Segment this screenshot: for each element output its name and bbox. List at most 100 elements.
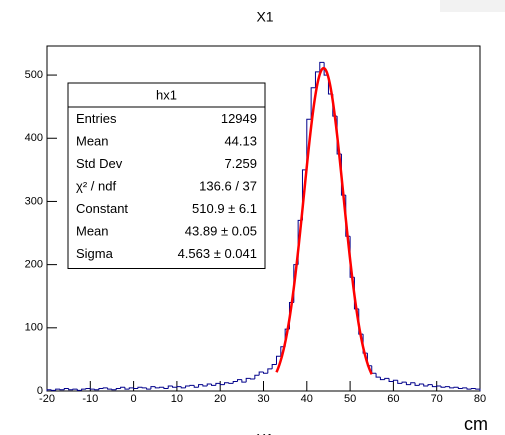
histogram-bin [198, 384, 203, 388]
histogram-bin [224, 382, 229, 385]
y-tick-label: 300 [25, 195, 43, 207]
histogram-bin [310, 87, 316, 120]
histogram-bin [319, 61, 325, 72]
x-tick-label: 40 [301, 393, 313, 405]
histogram-bin [154, 386, 160, 389]
histogram-bin [176, 386, 182, 388]
stats-name: Mean [76, 223, 109, 238]
histogram-bin [258, 371, 264, 376]
histogram-bin [133, 387, 138, 389]
histogram-bin [431, 384, 437, 388]
stats-value: 7.259 [224, 156, 257, 171]
histogram-bin [271, 363, 277, 369]
histogram-bin [202, 384, 208, 387]
histogram-bin [55, 388, 60, 391]
histogram-bin [206, 383, 212, 386]
histogram-bin [72, 388, 78, 390]
histogram-bin [81, 388, 86, 391]
x-axis-title: X1 [256, 431, 273, 435]
histogram-bin [440, 385, 446, 388]
histogram-bin [107, 387, 112, 390]
histogram-bin [423, 384, 429, 387]
histogram-bin [68, 388, 73, 391]
stats-value: 12949 [221, 111, 257, 126]
histogram-bin [85, 387, 91, 390]
histogram-bin [457, 387, 463, 389]
histogram-bin [250, 378, 255, 380]
histogram-bin [237, 379, 242, 382]
x-tick-label: 0 [131, 393, 137, 405]
histogram-bin [466, 387, 472, 390]
histogram-bin [141, 387, 147, 389]
toolbar-strip [440, 0, 505, 12]
histogram-bin [219, 383, 225, 386]
x-tick-label: -20 [39, 393, 55, 405]
histogram-bin [410, 382, 416, 385]
histogram-bin [375, 373, 381, 378]
histogram-bin [379, 377, 385, 381]
histogram-bin [46, 389, 52, 391]
histogram-bin [128, 387, 134, 390]
chart-title: X1 [256, 9, 273, 25]
histogram-bin [436, 385, 442, 387]
stats-name: Sigma [76, 246, 114, 261]
histogram-bin [50, 389, 56, 391]
histogram-bin [267, 368, 273, 374]
histogram-bin [371, 365, 377, 374]
histogram-bin [401, 381, 407, 384]
x-tick-label: 60 [387, 393, 399, 405]
histogram-bin [414, 382, 420, 386]
histogram-bin [245, 377, 251, 383]
stats-value: 510.9 ± 6.1 [192, 201, 257, 216]
histogram-bin [215, 382, 221, 386]
histogram-bin [102, 387, 108, 389]
histogram-bin [63, 387, 69, 390]
x-tick-label: 20 [214, 393, 226, 405]
histogram-bin [120, 386, 125, 389]
x-tick-label: -10 [82, 393, 98, 405]
histogram-bin [254, 374, 260, 379]
histogram-bin [228, 382, 234, 384]
y-tick-label: 200 [25, 259, 43, 271]
histogram-bin [462, 387, 468, 389]
histogram-bin [444, 386, 450, 388]
histogram-bin [418, 383, 424, 386]
stats-title: hx1 [156, 87, 177, 102]
histogram-bin [124, 387, 130, 390]
histogram-bin [59, 389, 65, 391]
histogram-bin [115, 387, 121, 390]
histogram-bin [89, 388, 95, 390]
histogram-bin [172, 385, 177, 388]
histogram-bin [211, 384, 216, 386]
histogram-bin [111, 389, 117, 391]
histogram-bin [427, 384, 433, 386]
y-tick-label: 0 [37, 385, 43, 397]
histogram-bin [388, 378, 394, 383]
histogram-bin [362, 334, 368, 354]
histogram-bin [193, 385, 199, 388]
stats-box [67, 82, 266, 269]
histogram-bin [470, 387, 476, 390]
x-tick-label: 30 [257, 393, 269, 405]
histogram-bin [397, 380, 403, 384]
stats-value: 43.89 ± 0.05 [185, 223, 257, 238]
stats-name: χ² / ndf [76, 178, 116, 193]
histogram-bin [453, 386, 459, 388]
histogram-bin [275, 355, 281, 365]
histogram-bin [306, 118, 312, 170]
histogram-bin [180, 386, 186, 389]
stats-value: 4.563 ± 0.041 [178, 246, 257, 261]
histogram-bin [167, 385, 173, 389]
unit-label: cm [464, 414, 488, 434]
histogram-bin [449, 386, 455, 389]
histogram-bin [241, 379, 247, 383]
histogram-bin [392, 379, 398, 382]
histogram-bin [405, 382, 411, 386]
y-tick-label: 400 [25, 132, 43, 144]
histogram-bin [98, 387, 104, 390]
histogram-bin [137, 386, 143, 389]
stats-name: Constant [76, 201, 128, 216]
stats-name: Mean [76, 133, 109, 148]
